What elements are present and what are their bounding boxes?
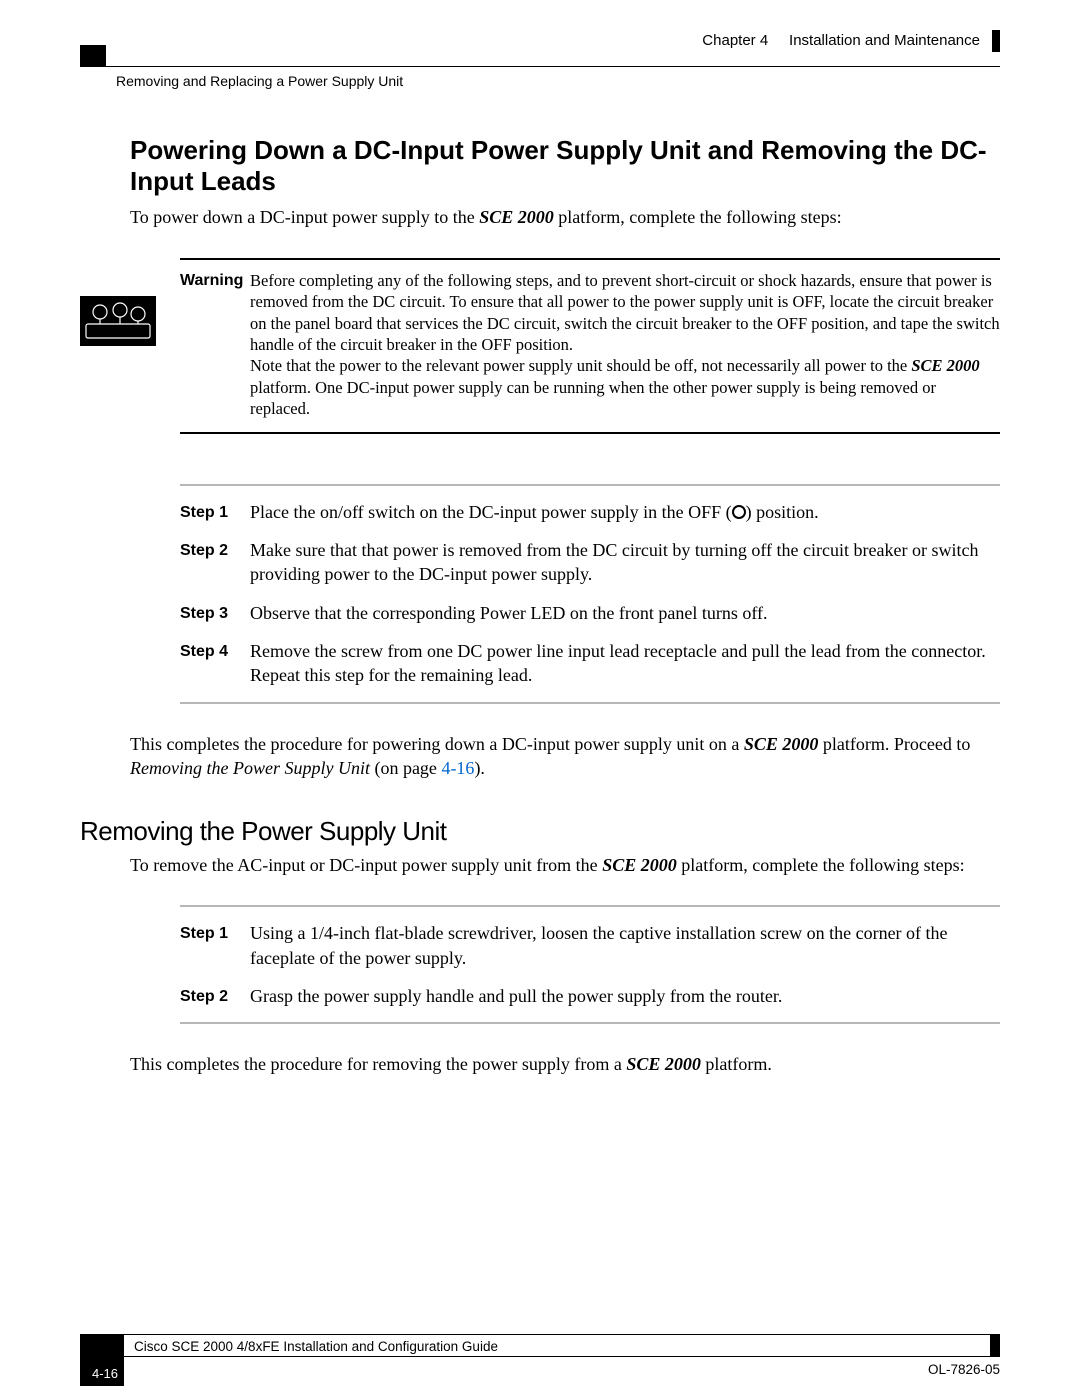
separator [180,905,1000,907]
text: platform. One DC-input power supply can … [250,378,936,418]
step-list-1: Step 1 Place the on/off switch on the DC… [180,500,1000,688]
doc-number: OL-7826-05 [928,1362,1000,1377]
warning-label: Warning [180,272,243,290]
text: This completes the procedure for powerin… [130,734,744,754]
text: platform, complete the following steps: [554,207,842,227]
text: To remove the AC-input or DC-input power… [130,855,602,875]
step-list-2: Step 1 Using a 1/4-inch flat-blade screw… [180,921,1000,1008]
text: platform. Proceed to [818,734,970,754]
intro-paragraph: To remove the AC-input or DC-input power… [130,853,1000,877]
header-right: Chapter 4 Installation and Maintenance [702,30,1000,52]
text: platform. [701,1054,772,1074]
warning-block: Warning Before completing any of the fol… [180,258,1000,434]
chapter-label: Chapter 4 [702,32,768,49]
separator [180,702,1000,704]
step-text: Remove the screw from one DC power line … [250,639,1000,688]
text: platform, complete the following steps: [677,855,965,875]
step-label: Step 1 [180,500,250,524]
text: Before completing any of the following s… [250,271,1000,354]
platform-name: SCE 2000 [744,734,819,754]
xref-page-link[interactable]: 4-16 [441,758,474,778]
page-number: 4-16 [92,1366,118,1381]
step-row: Step 2 Make sure that that power is remo… [180,538,1000,587]
step-label: Step 2 [180,984,250,1008]
step-row: Step 3 Observe that the corresponding Po… [180,601,1000,625]
text: ). [474,758,485,778]
platform-name: SCE 2000 [602,855,677,875]
header-rule: Removing and Replacing a Power Supply Un… [80,66,1000,107]
text: Place the on/off switch on the DC-input … [250,502,732,522]
footer-guide-title: Cisco SCE 2000 4/8xFE Installation and C… [134,1339,498,1354]
step-label: Step 1 [180,921,250,945]
step-text: Using a 1/4-inch flat-blade screwdriver,… [250,921,1000,970]
warning-text: Before completing any of the following s… [250,270,1000,420]
footer-tab-icon [990,1335,1000,1357]
step-row: Step 1 Using a 1/4-inch flat-blade screw… [180,921,1000,970]
step-row: Step 4 Remove the screw from one DC powe… [180,639,1000,688]
closing-paragraph: This completes the procedure for removin… [130,1052,1000,1076]
text: ) position. [746,502,819,522]
page: Chapter 4 Installation and Maintenance R… [0,0,1080,1397]
separator [180,1022,1000,1024]
platform-name: SCE 2000 [626,1054,701,1074]
footer-rule-2 [80,1356,1000,1385]
text: Note that the power to the relevant powe… [250,356,911,375]
heading-level-2: Powering Down a DC-Input Power Supply Un… [130,135,1000,197]
step-text: Place the on/off switch on the DC-input … [250,500,1000,524]
chapter-title: Installation and Maintenance [789,32,980,49]
platform-name: SCE 2000 [479,207,554,227]
heading-level-3: Removing the Power Supply Unit [80,816,1000,847]
step-row: Step 2 Grasp the power supply handle and… [180,984,1000,1008]
separator [180,484,1000,486]
step-label: Step 2 [180,538,250,562]
step-text: Grasp the power supply handle and pull t… [250,984,1000,1008]
text: To power down a DC-input power supply to… [130,207,479,227]
text: This completes the procedure for removin… [130,1054,626,1074]
header-tab-icon [80,45,106,67]
step-row: Step 1 Place the on/off switch on the DC… [180,500,1000,524]
intro-paragraph: To power down a DC-input power supply to… [130,205,1000,229]
breadcrumb: Removing and Replacing a Power Supply Un… [116,73,403,89]
step-text: Observe that the corresponding Power LED… [250,601,1000,625]
footer: Cisco SCE 2000 4/8xFE Installation and C… [80,1334,1000,1361]
running-header: Chapter 4 Installation and Maintenance [80,30,1000,60]
off-symbol-icon [732,505,746,519]
content: Powering Down a DC-Input Power Supply Un… [130,135,1000,1077]
text: (on page [370,758,441,778]
step-label: Step 4 [180,639,250,663]
step-text: Make sure that that power is removed fro… [250,538,1000,587]
step-label: Step 3 [180,601,250,625]
platform-name: SCE 2000 [911,356,979,375]
closing-paragraph: This completes the procedure for powerin… [130,732,1000,781]
xref-title: Removing the Power Supply Unit [130,758,370,778]
warning-icon [80,296,156,346]
